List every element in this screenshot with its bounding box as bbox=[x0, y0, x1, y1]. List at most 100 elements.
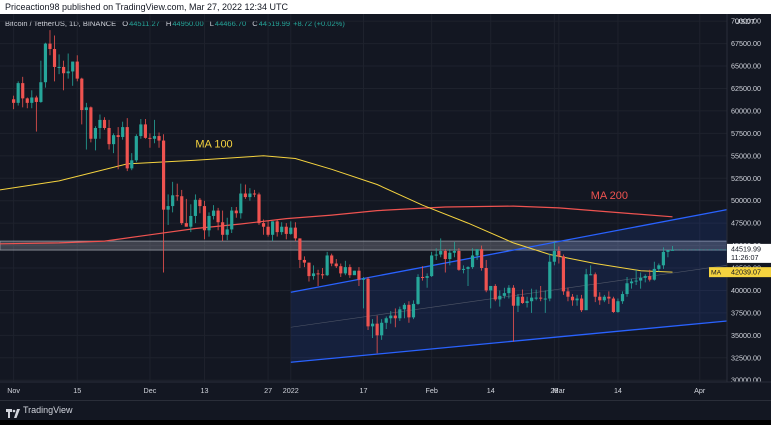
price-chart[interactable]: MA 100 MA 200 30000.00 32500.00 35000.00 375… bbox=[0, 14, 771, 400]
candle bbox=[66, 53, 70, 79]
price-tick-label: 30000.00 bbox=[731, 376, 761, 385]
candle bbox=[402, 303, 406, 319]
candle bbox=[616, 298, 620, 313]
candle-body bbox=[639, 277, 643, 281]
candle-body bbox=[102, 119, 107, 128]
candle-body bbox=[580, 298, 584, 311]
candle-body bbox=[112, 135, 116, 145]
candle bbox=[198, 198, 202, 214]
candle bbox=[520, 289, 525, 304]
candle bbox=[361, 276, 366, 309]
candle-body bbox=[71, 61, 75, 72]
ma-value-tag-text: 42039.07 bbox=[731, 268, 761, 277]
candle bbox=[25, 97, 29, 109]
candle bbox=[266, 220, 270, 237]
currency-label[interactable]: USDT bbox=[734, 17, 756, 26]
candle-body bbox=[166, 206, 170, 210]
candle-body bbox=[484, 268, 488, 291]
candle-body bbox=[616, 301, 620, 312]
ma-key-tag-text: MA bbox=[711, 270, 722, 277]
tradingview-logo-icon bbox=[6, 406, 20, 419]
candle bbox=[193, 194, 197, 224]
candle bbox=[525, 296, 529, 308]
price-tick-label: 40000.00 bbox=[731, 286, 761, 295]
candle-body bbox=[534, 297, 538, 299]
candle-body bbox=[648, 276, 652, 280]
candle bbox=[257, 192, 261, 225]
price-tick-label: 65000.00 bbox=[731, 62, 761, 71]
price-tick-label: 47500.00 bbox=[731, 219, 761, 228]
candle-body bbox=[211, 210, 216, 216]
price-tick-label: 55000.00 bbox=[731, 151, 761, 160]
candle bbox=[189, 204, 193, 233]
candle-body bbox=[366, 278, 370, 327]
candle bbox=[152, 119, 157, 144]
candle bbox=[307, 262, 311, 282]
candle bbox=[652, 261, 656, 281]
candle bbox=[657, 263, 661, 272]
candle-body bbox=[175, 195, 179, 197]
candle bbox=[380, 319, 384, 340]
candle-body bbox=[39, 82, 43, 102]
candle bbox=[602, 294, 606, 303]
candle bbox=[161, 134, 166, 273]
candle bbox=[639, 272, 643, 289]
candle bbox=[570, 294, 575, 306]
candle-body bbox=[634, 280, 638, 282]
candle-body bbox=[389, 315, 393, 319]
candle-body bbox=[361, 278, 366, 280]
candle bbox=[443, 249, 447, 273]
candle-body bbox=[289, 227, 293, 234]
candle bbox=[43, 42, 48, 88]
channel-lower-line bbox=[290, 320, 728, 363]
candle-body bbox=[575, 298, 579, 301]
candle-body bbox=[461, 268, 466, 270]
candle bbox=[121, 121, 125, 140]
candle bbox=[334, 259, 338, 269]
time-tick-label: 27 bbox=[264, 386, 272, 395]
candle-body bbox=[407, 304, 411, 318]
candle bbox=[452, 241, 456, 258]
candle bbox=[166, 194, 170, 225]
candle bbox=[80, 77, 84, 125]
candle bbox=[125, 118, 129, 172]
candle-body bbox=[457, 250, 461, 270]
candle-body bbox=[121, 127, 125, 137]
candle bbox=[420, 266, 425, 281]
candle-body bbox=[611, 298, 615, 312]
candle-body bbox=[411, 303, 416, 318]
ma-value-tag-bg bbox=[727, 267, 771, 278]
candle bbox=[221, 210, 225, 242]
price-tick-label: 67500.00 bbox=[731, 39, 761, 48]
candle bbox=[634, 269, 638, 286]
candle bbox=[34, 95, 38, 132]
candle bbox=[330, 253, 334, 267]
candle bbox=[98, 114, 102, 139]
price-tick-label: 57500.00 bbox=[731, 129, 761, 138]
candle-body bbox=[480, 249, 484, 269]
candle bbox=[357, 267, 361, 286]
candle bbox=[57, 54, 61, 75]
candle-body bbox=[130, 160, 134, 169]
candle-body bbox=[516, 296, 520, 306]
candle-body bbox=[375, 323, 379, 336]
candle-body bbox=[625, 283, 629, 295]
candle bbox=[407, 301, 411, 323]
time-tick-label: 2022 bbox=[283, 386, 299, 395]
candle bbox=[107, 119, 111, 150]
high-key: H bbox=[165, 19, 172, 28]
candle bbox=[375, 315, 379, 354]
candle bbox=[143, 119, 147, 139]
candle bbox=[175, 183, 179, 201]
candle bbox=[339, 263, 343, 277]
candle-body bbox=[271, 221, 275, 235]
candle bbox=[75, 55, 79, 82]
candle-body bbox=[143, 124, 147, 138]
candle-body bbox=[80, 78, 84, 111]
candle-body bbox=[380, 322, 384, 336]
candle bbox=[293, 222, 297, 242]
candle-body bbox=[148, 137, 152, 139]
candle bbox=[302, 256, 307, 268]
candle-body bbox=[202, 206, 207, 231]
